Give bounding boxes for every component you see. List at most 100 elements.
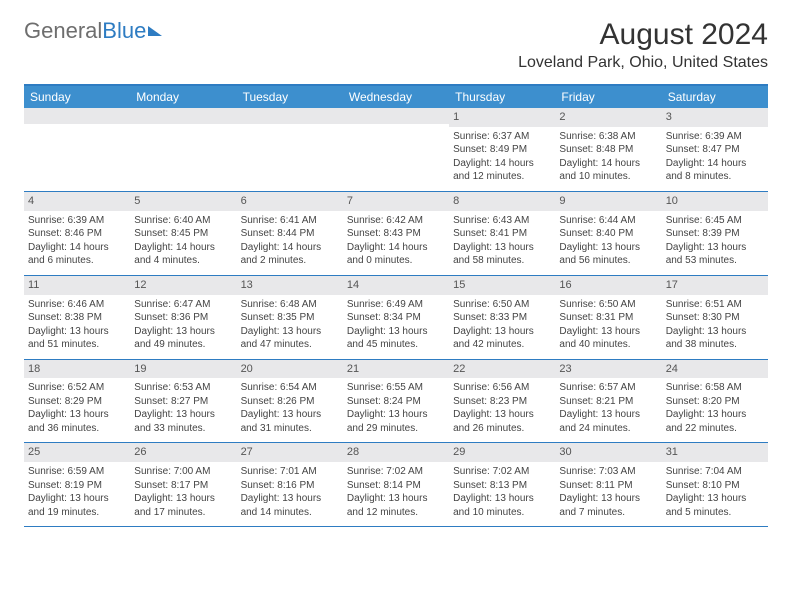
- date-number: 15: [449, 276, 555, 295]
- logo: GeneralBlue: [24, 18, 162, 44]
- day-body: Sunrise: 7:04 AMSunset: 8:10 PMDaylight:…: [662, 462, 768, 526]
- day-body: Sunrise: 6:39 AMSunset: 8:47 PMDaylight:…: [662, 127, 768, 191]
- sunset-line: Sunset: 8:39 PM: [666, 227, 764, 241]
- date-number: 17: [662, 276, 768, 295]
- daylight-line: Daylight: 13 hours and 5 minutes.: [666, 492, 764, 519]
- day-body: [130, 124, 236, 188]
- month-title: August 2024: [518, 18, 768, 52]
- sunrise-line: Sunrise: 6:40 AM: [134, 214, 232, 228]
- sunrise-line: Sunrise: 6:39 AM: [666, 130, 764, 144]
- logo-text-1: General: [24, 18, 102, 44]
- sunrise-line: Sunrise: 6:46 AM: [28, 298, 126, 312]
- date-number: 28: [343, 443, 449, 462]
- sunrise-line: Sunrise: 7:04 AM: [666, 465, 764, 479]
- calendar-cell: 31Sunrise: 7:04 AMSunset: 8:10 PMDayligh…: [662, 443, 768, 527]
- calendar-cell: 8Sunrise: 6:43 AMSunset: 8:41 PMDaylight…: [449, 191, 555, 275]
- day-body: Sunrise: 6:37 AMSunset: 8:49 PMDaylight:…: [449, 127, 555, 191]
- day-body: Sunrise: 6:44 AMSunset: 8:40 PMDaylight:…: [555, 211, 661, 275]
- sunset-line: Sunset: 8:33 PM: [453, 311, 551, 325]
- sunset-line: Sunset: 8:45 PM: [134, 227, 232, 241]
- day-body: Sunrise: 7:02 AMSunset: 8:13 PMDaylight:…: [449, 462, 555, 526]
- sunset-line: Sunset: 8:35 PM: [241, 311, 339, 325]
- date-number: 22: [449, 360, 555, 379]
- day-body: Sunrise: 6:45 AMSunset: 8:39 PMDaylight:…: [662, 211, 768, 275]
- date-number: 25: [24, 443, 130, 462]
- sunrise-line: Sunrise: 6:49 AM: [347, 298, 445, 312]
- weekday-header: Sunday: [24, 85, 130, 108]
- weekday-header: Saturday: [662, 85, 768, 108]
- weekday-header: Friday: [555, 85, 661, 108]
- sunrise-line: Sunrise: 6:37 AM: [453, 130, 551, 144]
- calendar-cell: 24Sunrise: 6:58 AMSunset: 8:20 PMDayligh…: [662, 359, 768, 443]
- calendar-cell: [343, 108, 449, 191]
- sunrise-line: Sunrise: 6:45 AM: [666, 214, 764, 228]
- calendar-cell: 17Sunrise: 6:51 AMSunset: 8:30 PMDayligh…: [662, 275, 768, 359]
- weekday-header: Wednesday: [343, 85, 449, 108]
- calendar-cell: [24, 108, 130, 191]
- sunset-line: Sunset: 8:13 PM: [453, 479, 551, 493]
- calendar-cell: 10Sunrise: 6:45 AMSunset: 8:39 PMDayligh…: [662, 191, 768, 275]
- weekday-header: Tuesday: [237, 85, 343, 108]
- daylight-line: Daylight: 13 hours and 51 minutes.: [28, 325, 126, 352]
- sunrise-line: Sunrise: 6:53 AM: [134, 381, 232, 395]
- calendar-cell: 29Sunrise: 7:02 AMSunset: 8:13 PMDayligh…: [449, 443, 555, 527]
- day-body: Sunrise: 6:59 AMSunset: 8:19 PMDaylight:…: [24, 462, 130, 526]
- date-number: 16: [555, 276, 661, 295]
- calendar-week-row: 4Sunrise: 6:39 AMSunset: 8:46 PMDaylight…: [24, 191, 768, 275]
- calendar-table: SundayMondayTuesdayWednesdayThursdayFrid…: [24, 84, 768, 527]
- sunset-line: Sunset: 8:14 PM: [347, 479, 445, 493]
- sunset-line: Sunset: 8:10 PM: [666, 479, 764, 493]
- daylight-line: Daylight: 13 hours and 53 minutes.: [666, 241, 764, 268]
- sunrise-line: Sunrise: 7:03 AM: [559, 465, 657, 479]
- sunset-line: Sunset: 8:40 PM: [559, 227, 657, 241]
- daylight-line: Daylight: 13 hours and 12 minutes.: [347, 492, 445, 519]
- calendar-cell: 13Sunrise: 6:48 AMSunset: 8:35 PMDayligh…: [237, 275, 343, 359]
- sunrise-line: Sunrise: 6:51 AM: [666, 298, 764, 312]
- daylight-line: Daylight: 13 hours and 38 minutes.: [666, 325, 764, 352]
- sunrise-line: Sunrise: 6:56 AM: [453, 381, 551, 395]
- day-body: Sunrise: 6:47 AMSunset: 8:36 PMDaylight:…: [130, 295, 236, 359]
- daylight-line: Daylight: 13 hours and 33 minutes.: [134, 408, 232, 435]
- day-body: Sunrise: 6:38 AMSunset: 8:48 PMDaylight:…: [555, 127, 661, 191]
- date-number: 10: [662, 192, 768, 211]
- calendar-cell: 19Sunrise: 6:53 AMSunset: 8:27 PMDayligh…: [130, 359, 236, 443]
- sunset-line: Sunset: 8:29 PM: [28, 395, 126, 409]
- day-body: Sunrise: 6:54 AMSunset: 8:26 PMDaylight:…: [237, 378, 343, 442]
- day-body: Sunrise: 7:01 AMSunset: 8:16 PMDaylight:…: [237, 462, 343, 526]
- date-number: 7: [343, 192, 449, 211]
- sunrise-line: Sunrise: 6:43 AM: [453, 214, 551, 228]
- date-number: 11: [24, 276, 130, 295]
- date-number: 2: [555, 108, 661, 127]
- calendar-cell: 3Sunrise: 6:39 AMSunset: 8:47 PMDaylight…: [662, 108, 768, 191]
- logo-text-2: Blue: [102, 18, 146, 44]
- sunrise-line: Sunrise: 7:01 AM: [241, 465, 339, 479]
- sunrise-line: Sunrise: 6:55 AM: [347, 381, 445, 395]
- sunset-line: Sunset: 8:21 PM: [559, 395, 657, 409]
- calendar-cell: 6Sunrise: 6:41 AMSunset: 8:44 PMDaylight…: [237, 191, 343, 275]
- day-body: Sunrise: 6:53 AMSunset: 8:27 PMDaylight:…: [130, 378, 236, 442]
- sunset-line: Sunset: 8:19 PM: [28, 479, 126, 493]
- calendar-cell: 14Sunrise: 6:49 AMSunset: 8:34 PMDayligh…: [343, 275, 449, 359]
- sunrise-line: Sunrise: 7:00 AM: [134, 465, 232, 479]
- day-body: Sunrise: 6:48 AMSunset: 8:35 PMDaylight:…: [237, 295, 343, 359]
- header: GeneralBlue August 2024 Loveland Park, O…: [24, 18, 768, 72]
- date-number: 13: [237, 276, 343, 295]
- day-body: Sunrise: 6:46 AMSunset: 8:38 PMDaylight:…: [24, 295, 130, 359]
- daylight-line: Daylight: 13 hours and 10 minutes.: [453, 492, 551, 519]
- date-number: 9: [555, 192, 661, 211]
- day-body: Sunrise: 6:43 AMSunset: 8:41 PMDaylight:…: [449, 211, 555, 275]
- logo-triangle-icon: [148, 26, 162, 36]
- calendar-cell: 22Sunrise: 6:56 AMSunset: 8:23 PMDayligh…: [449, 359, 555, 443]
- calendar-cell: 12Sunrise: 6:47 AMSunset: 8:36 PMDayligh…: [130, 275, 236, 359]
- day-body: Sunrise: 7:02 AMSunset: 8:14 PMDaylight:…: [343, 462, 449, 526]
- calendar-cell: 7Sunrise: 6:42 AMSunset: 8:43 PMDaylight…: [343, 191, 449, 275]
- sunset-line: Sunset: 8:11 PM: [559, 479, 657, 493]
- sunset-line: Sunset: 8:36 PM: [134, 311, 232, 325]
- day-body: Sunrise: 6:50 AMSunset: 8:33 PMDaylight:…: [449, 295, 555, 359]
- date-number: 26: [130, 443, 236, 462]
- date-number: [24, 108, 130, 124]
- calendar-cell: 28Sunrise: 7:02 AMSunset: 8:14 PMDayligh…: [343, 443, 449, 527]
- date-number: 14: [343, 276, 449, 295]
- calendar-cell: [130, 108, 236, 191]
- daylight-line: Daylight: 14 hours and 6 minutes.: [28, 241, 126, 268]
